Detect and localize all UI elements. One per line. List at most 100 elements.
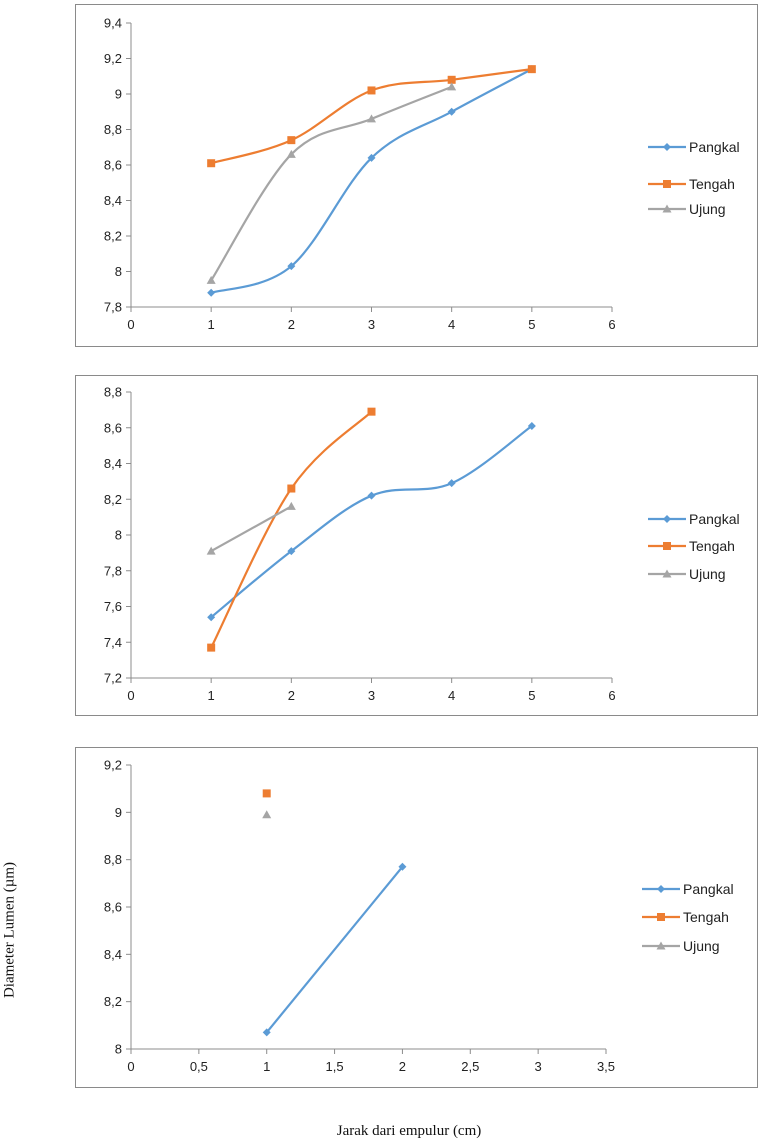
y-tick-label: 8,4 <box>104 456 122 471</box>
series-tengah <box>207 407 376 652</box>
data-point-pangkal <box>287 547 296 556</box>
x-tick-label: 2 <box>288 688 295 703</box>
legend-item-tengah: Tengah <box>648 538 735 554</box>
legend-item-pangkal: Pangkal <box>648 511 740 527</box>
y-tick-label: 9 <box>115 87 122 102</box>
x-tick-label: 5 <box>528 688 535 703</box>
data-point-tengah <box>367 407 376 416</box>
chart-middle-svg: 7,2 7,4 7,6 7,8 8 8,2 8,4 8,6 8,8 0 1 2 3 4 5 6 Pangkal T… <box>104 385 740 704</box>
legend-item-tengah: Tengah <box>642 909 729 925</box>
legend-item-pangkal: Pangkal <box>642 881 734 897</box>
legend-marker <box>662 569 672 578</box>
x-tick-label: 0 <box>127 688 134 703</box>
series-tengah <box>207 65 536 168</box>
y-axis-title-text: Diameter Lumen (µm) <box>1 861 18 999</box>
y-tick-label: 8,6 <box>104 900 122 915</box>
x-tick-label: 5 <box>528 317 535 332</box>
chart-panel-bottom: 8 8,2 8,4 8,6 8,8 9 9,2 0 0,5 1 1,5 2 2,5 3 3,5 Pangkal… <box>75 747 758 1088</box>
data-point-pangkal <box>262 1028 271 1037</box>
x-tick-label: 3 <box>368 688 375 703</box>
y-tick-label: 7,2 <box>104 671 122 686</box>
y-tick-label: 8 <box>115 264 122 279</box>
x-tick-label: 3 <box>368 317 375 332</box>
data-point-ujung <box>286 501 296 510</box>
data-point-pangkal <box>398 862 407 871</box>
y-tick-label: 8,6 <box>104 420 122 435</box>
legend-item-ujung: Ujung <box>648 201 726 217</box>
data-point-ujung <box>206 275 216 284</box>
data-point-tengah <box>527 65 536 74</box>
y-tick-label: 7,4 <box>104 635 122 650</box>
series-pangkal <box>262 862 407 1037</box>
x-axis-title: Jarak dari empulur (cm) <box>336 1123 482 1139</box>
y-tick-label: 7,6 <box>104 599 122 614</box>
data-point-ujung <box>447 82 457 91</box>
legend-marker <box>657 913 665 921</box>
x-tick-label: 4 <box>448 688 455 703</box>
y-tick-label: 8 <box>115 1042 122 1057</box>
y-tick-label: 8,8 <box>104 852 122 867</box>
data-point-tengah <box>447 75 456 84</box>
data-point-tengah <box>287 136 296 145</box>
data-point-tengah <box>367 86 376 95</box>
legend-marker <box>656 941 666 950</box>
x-tick-label: 0 <box>127 317 134 332</box>
legend-label: Tengah <box>689 176 735 192</box>
data-point-tengah <box>207 643 216 652</box>
data-point-pangkal <box>447 107 456 116</box>
y-tick-label: 8,6 <box>104 158 122 173</box>
x-tick-label: 2,5 <box>461 1059 479 1074</box>
legend-label: Tengah <box>683 909 729 925</box>
legend-label: Ujung <box>689 566 726 582</box>
y-tick-label: 9,2 <box>104 758 122 773</box>
series-line-ujung <box>210 85 453 281</box>
data-point-pangkal <box>447 479 456 488</box>
legend-label: Pangkal <box>689 511 740 527</box>
series-ujung <box>206 82 457 284</box>
data-point-pangkal <box>207 288 216 297</box>
y-tick-label: 8,8 <box>104 122 122 137</box>
x-tick-label: 1,5 <box>326 1059 344 1074</box>
data-point-ujung <box>206 546 216 555</box>
data-point-tengah <box>287 484 296 493</box>
chart-bottom-svg: 8 8,2 8,4 8,6 8,8 9 9,2 0 0,5 1 1,5 2 2,5 3 3,5 Pangkal… <box>104 758 734 1075</box>
legend-marker <box>657 885 665 893</box>
data-point-pangkal <box>287 262 296 271</box>
series-tengah <box>262 789 271 798</box>
y-tick-label: 9,4 <box>104 16 122 31</box>
series-line-pangkal <box>210 68 533 294</box>
series-line-tengah <box>210 410 373 649</box>
series-ujung <box>262 810 272 819</box>
x-tick-label: 0,5 <box>190 1059 208 1074</box>
legend-item-pangkal: Pangkal <box>648 139 740 155</box>
data-point-tengah <box>207 159 216 168</box>
data-point-pangkal <box>207 613 216 622</box>
y-tick-label: 8,2 <box>104 994 122 1009</box>
series-pangkal <box>207 65 536 297</box>
legend-item-ujung: Ujung <box>648 566 726 582</box>
chart-top-svg: 7,8 8 8,2 8,4 8,6 8,8 9 9,2 9,4 0 1 2 3 4 5 6 Pangkal Ten… <box>104 16 740 333</box>
legend-marker <box>663 515 671 523</box>
y-tick-label: 8,2 <box>104 492 122 507</box>
series-line-pangkal <box>210 425 533 619</box>
legend-marker <box>663 542 671 550</box>
data-point-pangkal <box>367 153 376 162</box>
data-point-ujung <box>262 810 272 819</box>
x-tick-label: 1 <box>263 1059 270 1074</box>
legend-label: Tengah <box>689 538 735 554</box>
x-tick-label: 4 <box>448 317 455 332</box>
x-tick-label: 6 <box>608 688 615 703</box>
chart-panel-top: 7,8 8 8,2 8,4 8,6 8,8 9 9,2 9,4 0 1 2 3 4 5 6 Pangkal Ten… <box>75 4 758 347</box>
series-line-pangkal <box>265 866 404 1034</box>
chart-panel-middle: 7,2 7,4 7,6 7,8 8 8,2 8,4 8,6 8,8 0 1 2 3 4 5 6 Pangkal T… <box>75 375 758 716</box>
data-point-pangkal <box>367 491 376 500</box>
data-point-ujung <box>286 149 296 158</box>
legend-marker <box>663 143 671 151</box>
x-tick-label: 2 <box>288 317 295 332</box>
y-tick-label: 7,8 <box>104 563 122 578</box>
series-line-ujung <box>210 505 292 553</box>
data-point-pangkal <box>527 421 536 430</box>
y-tick-label: 8,4 <box>104 193 122 208</box>
x-tick-label: 6 <box>608 317 615 332</box>
y-tick-label: 8 <box>115 528 122 543</box>
